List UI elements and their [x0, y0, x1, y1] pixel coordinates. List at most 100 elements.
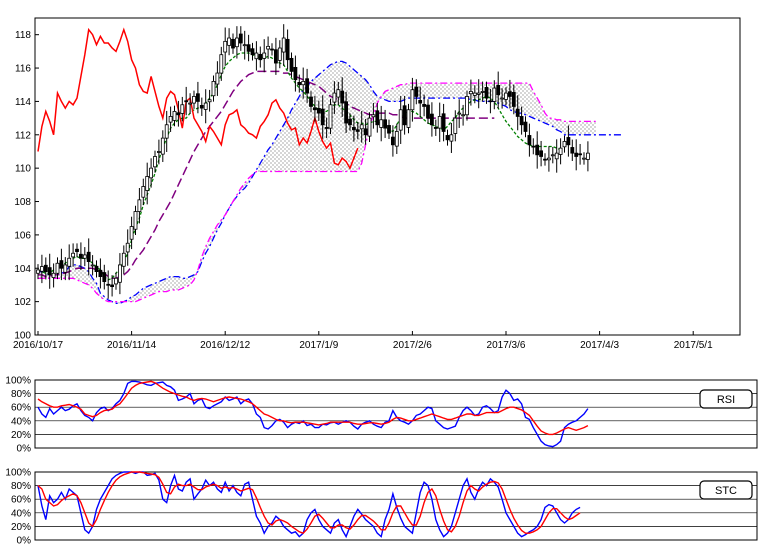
cloud-segment [389, 88, 393, 102]
cloud-segment [353, 69, 358, 172]
candle-body [449, 134, 454, 142]
candle-body [262, 52, 267, 59]
candle-body [281, 37, 286, 53]
candle-body [203, 102, 208, 110]
candle-body [106, 283, 111, 286]
candle-body [496, 85, 501, 96]
cloud-segment [240, 183, 245, 192]
candle-body [118, 264, 122, 283]
cloud-segment [587, 121, 592, 135]
candle-body [125, 242, 130, 253]
candle-body [414, 86, 419, 97]
candle-body [344, 101, 349, 124]
candle-body [192, 96, 196, 104]
candle-body [445, 135, 450, 141]
stc-panel-series-0 [37, 471, 581, 539]
candle-body [558, 147, 563, 155]
cloud-segment [209, 231, 214, 247]
candle-body [59, 260, 64, 269]
candle-body [480, 91, 485, 93]
cloud-segment [392, 86, 397, 102]
candle-body [367, 117, 372, 137]
price-xtick-label: 2016/11/14 [107, 340, 157, 351]
candle-body [79, 253, 83, 259]
price-xtick-label: 2016/12/12 [200, 340, 250, 351]
cloud-segment [385, 89, 389, 102]
stc-panel-ytick-label: 20% [11, 522, 31, 533]
cloud-segment [361, 76, 366, 164]
candle-body [504, 92, 508, 100]
candle-body [160, 137, 165, 155]
candle-body [195, 93, 200, 102]
rsi-panel-ytick-label: 0% [17, 444, 32, 455]
candle-body [375, 110, 380, 126]
candle-body [51, 272, 56, 279]
cloud-segment [104, 296, 109, 302]
cloud-segment [502, 83, 506, 107]
cloud-segment [84, 268, 89, 285]
candle-body [476, 92, 481, 95]
candle-body [355, 129, 360, 132]
cloud-segment [424, 83, 428, 99]
cloud-segment [545, 113, 549, 125]
rsi-panel-series-0 [37, 380, 589, 448]
candle-body [441, 113, 446, 132]
candle-body [336, 89, 341, 98]
candle-body [324, 127, 329, 129]
stc-panel-ytick-label: 100% [5, 468, 31, 479]
candle-body [67, 257, 72, 267]
candle-body [86, 251, 91, 262]
candle-body [36, 269, 40, 274]
candle-body [55, 262, 60, 274]
candle-body [523, 121, 528, 132]
candle-body [168, 116, 173, 123]
candle-body [211, 81, 216, 97]
price-ytick-label: 108 [14, 197, 31, 208]
candle-body [535, 144, 540, 156]
candle-body [82, 254, 87, 259]
candle-body [94, 265, 99, 272]
candle-body [180, 104, 185, 114]
candle-body [437, 116, 442, 129]
cloud-segment [576, 121, 581, 135]
candle-body [348, 118, 352, 126]
cloud-segment [279, 124, 284, 172]
cloud-segment [541, 104, 545, 124]
cloud-segment [443, 83, 448, 99]
candle-body [254, 52, 259, 60]
rsi-panel-label-box [699, 389, 753, 409]
candle-body [472, 92, 477, 96]
candle-body [223, 40, 228, 53]
cloud-segment [299, 89, 304, 172]
candle-body [379, 119, 384, 128]
cloud-segment [517, 83, 522, 114]
cloud-segment [268, 144, 272, 172]
cloud-segment [147, 284, 152, 297]
candle-body [184, 100, 189, 103]
cloud-segment [338, 61, 343, 172]
candle-body [164, 124, 169, 139]
cloud-segment [283, 118, 288, 172]
cloud-segment [88, 271, 93, 289]
candle-body [433, 127, 438, 129]
cloud-segment [73, 264, 77, 280]
cloud-segment [190, 274, 194, 285]
candle-body [332, 92, 337, 103]
cloud-segment [307, 81, 311, 172]
cloud-segment [69, 264, 74, 279]
candle-body [383, 119, 388, 129]
candle-body [102, 272, 107, 283]
rsi-panel-ytick-label: 100% [5, 376, 31, 387]
candle-body [511, 92, 516, 107]
cloud-segment [100, 293, 105, 300]
candle-body [43, 264, 48, 273]
candle-body [71, 252, 75, 258]
candle-body [98, 269, 103, 278]
candle-body [371, 114, 376, 118]
stc-panel-label: STC [715, 485, 737, 497]
cloud-segment [463, 83, 467, 99]
cloud-segment [428, 83, 432, 99]
candle-body [531, 145, 536, 148]
candle-body [453, 117, 458, 134]
cloud-segment [112, 301, 116, 304]
